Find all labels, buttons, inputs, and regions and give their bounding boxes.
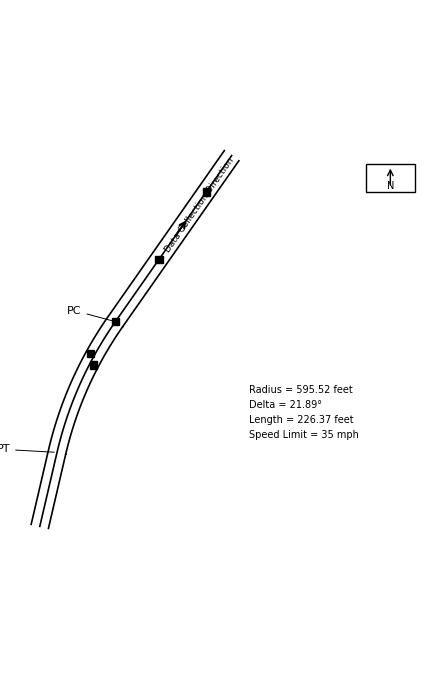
Bar [366,164,415,192]
Bar [90,361,97,369]
Text: PT: PT [0,444,54,454]
Text: Data Collection Direction: Data Collection Direction [163,156,235,254]
Bar [155,255,163,263]
Bar [87,350,95,357]
Text: N: N [386,181,394,191]
Bar [112,318,119,326]
Text: PC: PC [67,305,113,321]
Bar [202,188,210,195]
Text: Radius = 595.52 feet
Delta = 21.89°
Length = 226.37 feet
Speed Limit = 35 mph: Radius = 595.52 feet Delta = 21.89° Leng… [250,386,359,439]
